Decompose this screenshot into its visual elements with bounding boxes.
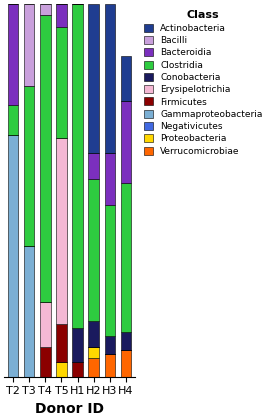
Bar xyxy=(72,328,83,362)
Bar xyxy=(40,16,50,302)
Bar xyxy=(56,4,67,26)
Bar xyxy=(24,4,35,86)
Bar xyxy=(89,153,99,179)
Bar xyxy=(121,101,131,183)
Bar xyxy=(105,354,115,377)
Bar xyxy=(89,179,99,321)
Bar xyxy=(24,86,35,246)
Bar xyxy=(72,4,83,328)
Bar xyxy=(8,134,18,377)
Bar xyxy=(89,347,99,358)
Bar xyxy=(56,362,67,377)
Bar xyxy=(89,4,99,153)
Bar xyxy=(105,205,115,336)
Bar xyxy=(72,362,83,377)
Bar xyxy=(121,350,131,377)
Bar xyxy=(8,4,18,105)
Bar xyxy=(89,358,99,377)
Legend: Actinobacteria, Bacilli, Bacteroidia, Clostridia, Conobacteria, Erysipelotrichia: Actinobacteria, Bacilli, Bacteroidia, Cl… xyxy=(142,9,264,157)
Bar xyxy=(105,153,115,205)
Bar xyxy=(40,4,50,16)
Bar xyxy=(105,336,115,354)
Bar xyxy=(40,347,50,377)
Bar xyxy=(8,105,18,134)
Bar xyxy=(121,332,131,350)
Bar xyxy=(121,56,131,101)
Bar xyxy=(56,26,67,138)
Bar xyxy=(89,321,99,347)
Bar xyxy=(121,183,131,332)
Bar xyxy=(24,246,35,377)
Bar xyxy=(40,302,50,347)
Bar xyxy=(105,4,115,153)
Bar xyxy=(56,138,67,324)
X-axis label: Donor ID: Donor ID xyxy=(35,402,104,416)
Bar xyxy=(56,324,67,362)
